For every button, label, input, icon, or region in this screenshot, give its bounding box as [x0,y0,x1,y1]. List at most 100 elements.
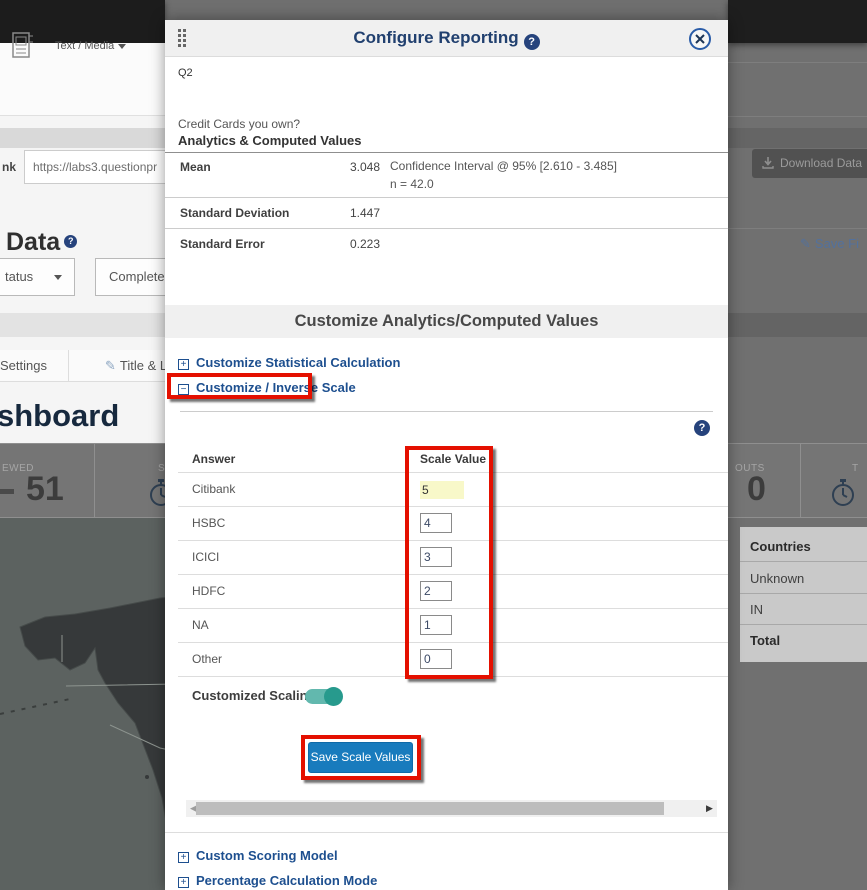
stat-value: 0.223 [350,237,381,251]
customize-section-title: Customize Analytics/Computed Values [294,312,599,330]
dropouts-stat-value: 0 [747,470,766,508]
dashboard-heading-fragment: shboard [0,398,120,433]
help-icon[interactable]: ? [64,235,78,248]
stat-label: Standard Error [180,237,265,251]
divider [178,642,728,643]
scale-value-input-hdfc[interactable] [420,581,452,601]
survey-url-input[interactable]: https://labs3.questionpr [24,150,174,184]
section-divider-band [728,128,867,148]
save-scale-values-button[interactable]: Save Scale Values [308,742,413,773]
plus-box-icon: + [178,852,189,863]
stat-value: 3.048 [350,160,381,174]
help-icon[interactable]: ? [694,420,710,436]
help-icon[interactable]: ? [523,34,540,50]
divider [178,540,728,541]
section-divider-band [728,313,867,337]
customize-inverse-scale-link[interactable]: − Customize / Inverse Scale [178,380,356,395]
answer-label: Citibank [192,482,236,496]
divider [165,228,728,229]
customize-statistical-link[interactable]: + Customize Statistical Calculation [178,355,400,370]
countries-header: Countries [750,539,811,554]
divider [740,561,867,562]
text-media-menu[interactable]: Text / Media [55,40,127,52]
customized-scaling-label: Customized Scaling [192,688,316,703]
question-text: Credit Cards you own? [178,117,301,131]
question-toolbar [0,43,165,116]
divider [740,624,867,625]
divider [165,152,728,153]
divider [180,411,713,412]
horizontal-scrollbar[interactable]: ◀ ▶ [186,800,717,817]
custom-scoring-model-link[interactable]: + Custom Scoring Model [178,848,338,863]
close-icon[interactable] [689,28,711,50]
answer-label: ICICI [192,550,220,564]
divider [728,116,867,117]
viewed-icon-partial [0,489,14,494]
analytics-section-header: Analytics & Computed Values [178,133,362,148]
scale-value-input-icici[interactable] [420,547,452,567]
started-stat-label: S [158,463,166,474]
stat-label: Mean [180,160,211,174]
scale-value-input-na[interactable] [420,615,452,635]
customized-scaling-toggle[interactable] [305,687,343,706]
country-row: Unknown [750,571,805,586]
modal-title: Configure Reporting? [165,28,728,50]
scale-value-input-hsbc[interactable] [420,513,452,533]
customize-section-band: Customize Analytics/Computed Values [165,305,728,338]
dropouts-stat-label: OUTS [735,463,765,474]
download-data-button[interactable]: Download Data [752,149,867,178]
countries-total-row: Total [750,633,781,648]
toggle-knob [324,687,343,706]
minus-box-icon: − [178,384,189,395]
divider [728,228,867,229]
divider [178,676,728,677]
status-dropdown[interactable]: tatus [0,258,75,296]
scrollbar-thumb[interactable] [196,802,664,815]
stat-note: Confidence Interval @ 95% [2.610 - 3.485… [390,159,617,173]
divider [178,506,728,507]
percentage-calculation-mode-link[interactable]: + Percentage Calculation Mode [178,873,377,888]
viewed-stat-label: EWED [2,463,34,474]
divider [728,62,867,63]
edit-icon: ✎ [800,236,811,251]
section-divider-band [0,313,165,337]
tab-title-logo[interactable]: ✎ Title & L [105,358,168,373]
viewed-stat-value: 51 [26,470,64,508]
dashboard-tabs-row [0,350,165,382]
edit-icon: ✎ [105,358,116,373]
country-row: IN [750,602,763,617]
answer-column-header: Answer [192,452,236,466]
answer-label: NA [192,618,209,632]
configure-reporting-modal: Configure Reporting? Q2 Credit Cards you… [165,20,728,890]
stat-value: 1.447 [350,206,381,220]
divider [740,593,867,594]
top-navbar [728,0,867,43]
save-filter-link[interactable]: ✎ Save Fi [800,236,859,251]
tab-settings[interactable]: Settings [0,358,47,373]
section-divider-band [0,128,165,148]
scale-value-input-citibank[interactable] [420,481,464,499]
scale-value-input-other[interactable] [420,649,452,669]
text-media-icon [12,32,33,58]
download-icon [762,157,774,169]
stat-note: n = 42.0 [390,177,434,191]
plus-box-icon: + [178,359,189,370]
scrollbar-right-arrow[interactable]: ▶ [706,803,713,813]
answer-label: HSBC [192,516,226,530]
stopwatch-icon [832,479,854,506]
tab-divider [68,350,69,382]
divider [178,608,728,609]
answer-label: Other [192,652,223,666]
caret-down-icon [54,275,62,280]
stat-card-divider [800,443,801,518]
top-navbar [0,0,165,43]
link-label-fragment: nk [2,160,17,174]
stats-strip-left [0,443,165,518]
scrollbar-left-arrow[interactable]: ◀ [190,803,197,813]
data-page-title: Data? [6,228,78,257]
stat-label: Standard Deviation [180,206,290,220]
modal-header [165,20,728,57]
question-code: Q2 [178,67,193,79]
countries-panel: Countries Unknown IN Total [740,527,867,662]
drag-handle-icon[interactable] [178,29,190,49]
